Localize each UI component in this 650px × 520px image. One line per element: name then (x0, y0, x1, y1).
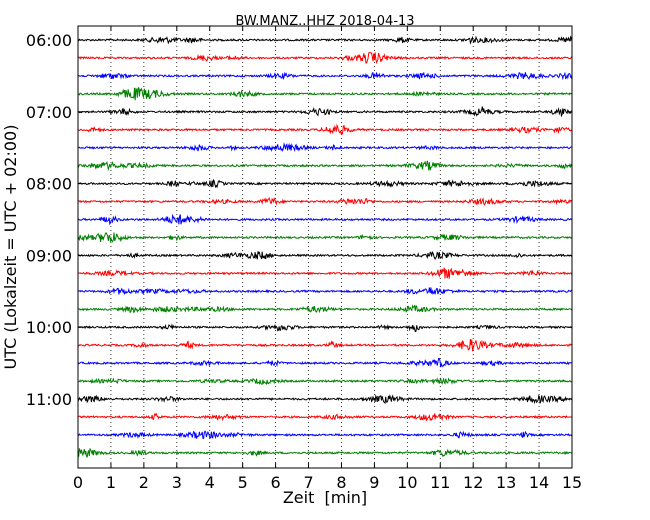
y-tick-label: 08:00 (26, 175, 72, 194)
trace-1000 (77, 323, 573, 333)
trace-1045 (77, 377, 573, 386)
trace-0900 (77, 250, 573, 260)
x-tick-label: 15 (562, 473, 582, 492)
trace-0800 (77, 178, 573, 189)
grid-lines (110, 26, 540, 468)
x-axis-ticks: 0 1 2 3 4 5 6 7 8 9 10 11 12 13 14 15 (73, 26, 582, 492)
y-tick-label: 09:00 (26, 246, 72, 265)
x-tick-label: 11 (430, 473, 450, 492)
x-tick-label: 3 (172, 473, 182, 492)
y-tick-label: 11:00 (26, 390, 72, 409)
y-tick-label: 06:00 (26, 31, 72, 50)
x-tick-label: 12 (463, 473, 483, 492)
x-tick-label: 6 (271, 473, 281, 492)
trace-0700 (77, 106, 573, 118)
trace-1145 (77, 447, 573, 458)
trace-0930 (77, 287, 573, 295)
trace-0730 (77, 142, 573, 153)
x-tick-label: 10 (397, 473, 417, 492)
trace-1100 (77, 394, 573, 405)
trace-0945 (77, 304, 573, 314)
trace-0915 (77, 267, 573, 279)
trace-0830 (77, 213, 573, 226)
x-tick-label: 13 (496, 473, 516, 492)
x-tick-label: 14 (529, 473, 549, 492)
plot-border (77, 25, 573, 469)
plot-area (78, 26, 572, 468)
trace-1015 (77, 338, 573, 352)
x-tick-label: 1 (106, 473, 116, 492)
x-tick-label: 8 (336, 473, 346, 492)
trace-0845 (77, 232, 573, 243)
y-axis-label: UTC (Lokalzeit = UTC + 02:00) (1, 125, 20, 370)
trace-1115 (78, 412, 573, 422)
y-tick-label: 10:00 (26, 318, 72, 337)
y-tick-label: 07:00 (26, 103, 72, 122)
trace-0600 (77, 35, 573, 45)
trace-0715 (77, 123, 573, 136)
x-tick-label: 5 (238, 473, 248, 492)
chart-title: BW.MANZ..HHZ 2018-04-13 (235, 14, 414, 29)
x-tick-label: 2 (139, 473, 149, 492)
y-axis-ticks: 06:00 07:00 08:00 09:00 10:00 11:00 (26, 31, 572, 409)
trace-0645 (77, 86, 573, 101)
x-tick-label: 4 (205, 473, 215, 492)
x-axis-label: Zeit [min] (283, 488, 367, 507)
x-tick-label: 9 (369, 473, 379, 492)
traces (77, 35, 573, 458)
trace-0745 (77, 160, 573, 172)
trace-1030 (77, 357, 573, 368)
x-tick-label: 7 (303, 473, 313, 492)
x-tick-label: 0 (73, 473, 83, 492)
trace-1130 (77, 430, 573, 440)
trace-0815 (77, 197, 573, 206)
trace-0615 (77, 52, 573, 65)
trace-0630 (77, 71, 573, 81)
